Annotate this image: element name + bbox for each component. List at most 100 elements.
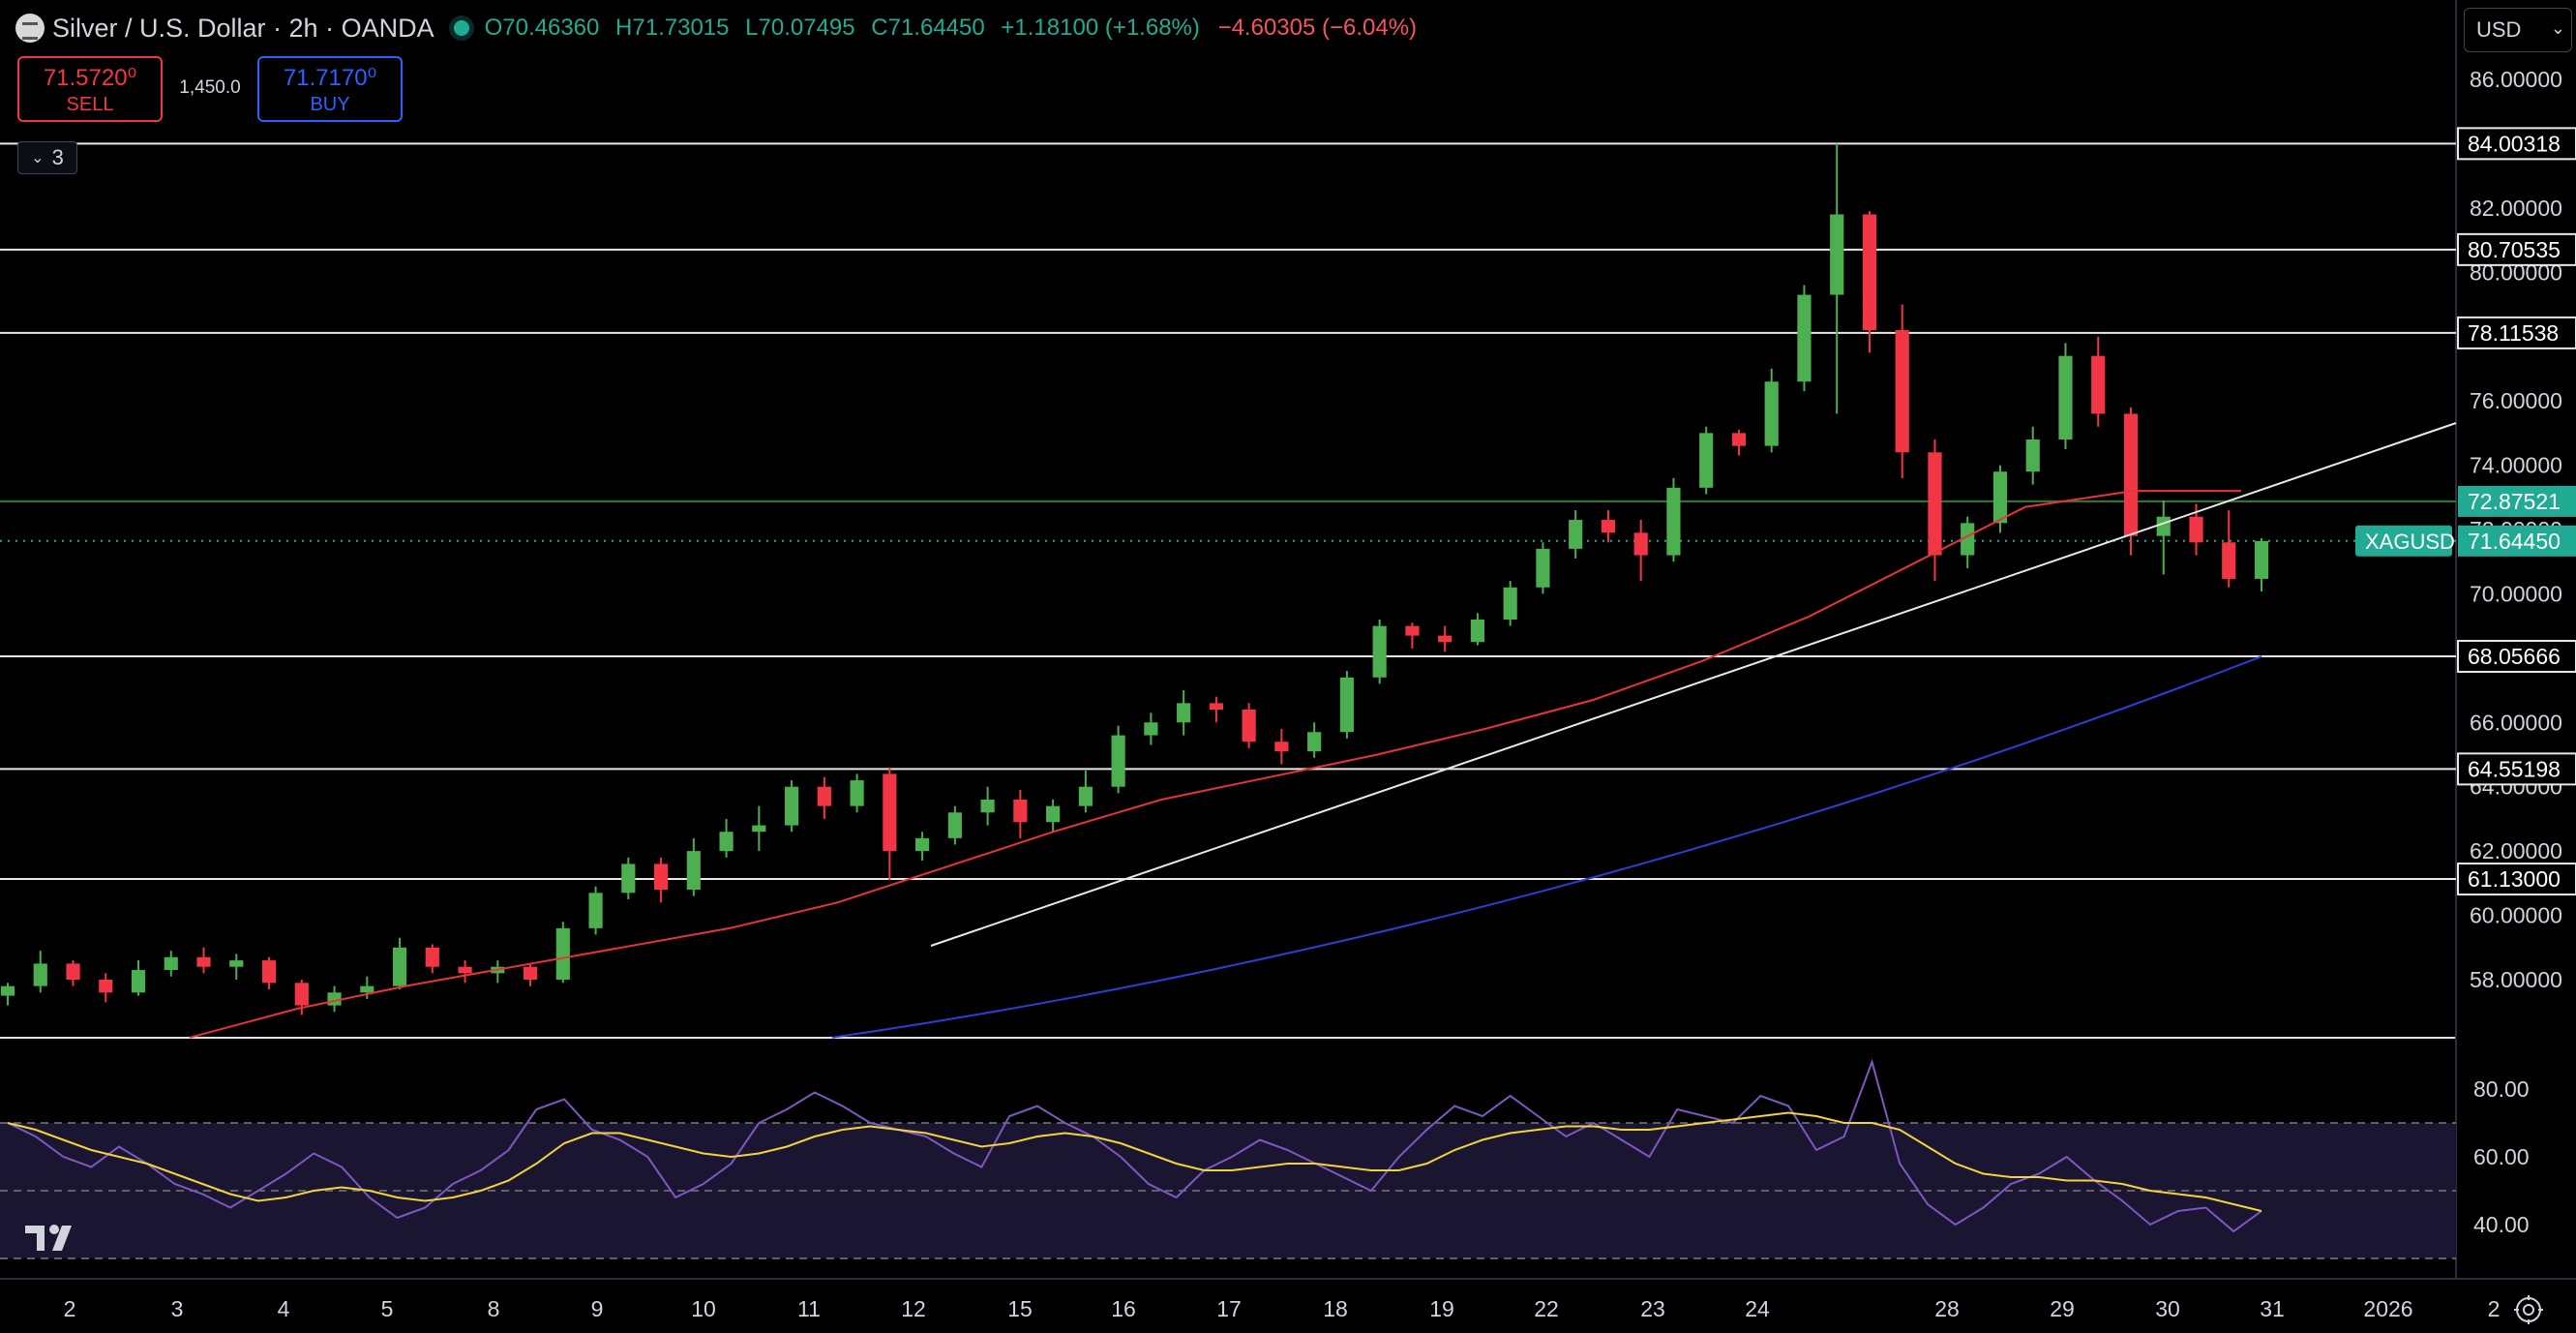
rsi-line[interactable] xyxy=(7,1058,2262,1233)
candle-body[interactable] xyxy=(1209,703,1223,710)
rsi-ma-line[interactable] xyxy=(7,1111,2262,1212)
candle-body[interactable] xyxy=(2254,540,2269,580)
candle-body[interactable] xyxy=(1242,710,1256,742)
level-label-box[interactable] xyxy=(2457,639,2576,673)
candle-body[interactable] xyxy=(294,983,309,1006)
gear-icon[interactable] xyxy=(2512,1293,2545,1326)
level-label[interactable]: 78.11538 xyxy=(2468,320,2559,346)
candle-body[interactable] xyxy=(1144,722,1158,736)
candle-body[interactable] xyxy=(1438,635,1453,643)
candle-body[interactable] xyxy=(523,966,538,980)
candle-body[interactable] xyxy=(1339,677,1354,733)
candle-body[interactable] xyxy=(1633,532,1648,556)
candle-body[interactable] xyxy=(2123,413,2139,536)
candle-body[interactable] xyxy=(1862,214,1877,331)
time-axis[interactable]: 2 3 4 5 8 9 10 11 12 15 16 17 18 19 22 23 24 28 29 30 31 2026… xyxy=(64,1296,2501,1321)
candle-body[interactable] xyxy=(1601,520,1616,533)
level-label[interactable]: 80.70535 xyxy=(2468,237,2561,262)
tradingview-logo-icon[interactable] xyxy=(25,1222,87,1255)
candle-body[interactable] xyxy=(360,985,374,993)
rsi-pane[interactable] xyxy=(0,1058,2456,1259)
candle-body[interactable] xyxy=(392,947,407,986)
candle-body[interactable] xyxy=(1046,805,1061,823)
candle-body[interactable] xyxy=(1797,294,1812,382)
moving-average-fast[interactable] xyxy=(189,490,2241,1039)
currency-select[interactable]: USD ⌄ xyxy=(2464,8,2572,52)
candle-body[interactable] xyxy=(131,970,146,993)
candle-body[interactable] xyxy=(1569,520,1583,549)
candle-body[interactable] xyxy=(196,956,211,967)
candle-body[interactable] xyxy=(555,927,570,980)
candle-body[interactable] xyxy=(1699,433,1714,488)
market-status-dot[interactable] xyxy=(453,20,469,36)
level-label[interactable]: 68.05666 xyxy=(2468,644,2561,669)
candle-body[interactable] xyxy=(1895,330,1909,453)
symbol-tag[interactable]: XAGUSD xyxy=(2365,530,2455,554)
candle-body[interactable] xyxy=(719,832,734,852)
candle-body[interactable] xyxy=(1961,523,1975,556)
sell-button[interactable]: 71.5720⁰ SELL xyxy=(17,56,163,122)
candle-body[interactable] xyxy=(0,985,15,996)
candle-body[interactable] xyxy=(850,780,864,806)
price-pane[interactable] xyxy=(0,142,2457,1039)
candle-body[interactable] xyxy=(621,863,636,894)
candle-body[interactable] xyxy=(1111,735,1125,787)
candle-body[interactable] xyxy=(653,863,669,890)
candle-body[interactable] xyxy=(261,960,277,984)
candle-body[interactable] xyxy=(2222,542,2236,580)
candle-body[interactable] xyxy=(1470,620,1485,643)
candle-body[interactable] xyxy=(588,893,603,928)
candle-body[interactable] xyxy=(1372,625,1387,678)
moving-average-slow[interactable] xyxy=(831,655,2262,1039)
candle-body[interactable] xyxy=(752,825,766,833)
candle-body[interactable] xyxy=(425,947,439,967)
resistance-label[interactable]: 72.87521 xyxy=(2468,489,2561,514)
price-axis[interactable]: 58.0000060.0000062.0000064.0000066.00000… xyxy=(2355,67,2576,1237)
level-label-box[interactable] xyxy=(2457,127,2576,161)
candle-body[interactable] xyxy=(1666,487,1681,556)
candle-body[interactable] xyxy=(686,851,701,890)
level-label[interactable]: 84.00318 xyxy=(2468,131,2561,156)
candle-body[interactable] xyxy=(99,980,113,993)
candle-body[interactable] xyxy=(1405,625,1420,636)
candle-body[interactable] xyxy=(947,812,962,838)
indicators-collapse-button[interactable]: ⌄ 3 xyxy=(17,141,77,174)
candle-body[interactable] xyxy=(33,963,47,986)
candle-body[interactable] xyxy=(1177,703,1191,723)
candle-body[interactable] xyxy=(1536,548,1550,588)
candle-body[interactable] xyxy=(915,837,930,852)
candle-body[interactable] xyxy=(1013,800,1028,823)
candle-body[interactable] xyxy=(817,786,831,806)
candle-body[interactable] xyxy=(229,960,244,967)
candle-body[interactable] xyxy=(1078,786,1093,806)
candle-body[interactable] xyxy=(2189,516,2203,543)
candle-body[interactable] xyxy=(883,773,897,852)
candle-body[interactable] xyxy=(1928,452,1942,556)
candle-body[interactable] xyxy=(66,963,80,980)
trendline[interactable] xyxy=(930,422,2457,947)
candle-body[interactable] xyxy=(2025,439,2040,472)
level-label-box[interactable] xyxy=(2457,863,2576,896)
candle-body[interactable] xyxy=(164,956,178,971)
candle-body[interactable] xyxy=(1764,381,1779,446)
level-label[interactable]: 61.13000 xyxy=(2468,866,2561,892)
candle-body[interactable] xyxy=(1992,471,2008,524)
symbol-tag-box[interactable] xyxy=(2355,525,2452,557)
resistance-label-box[interactable] xyxy=(2458,485,2576,517)
last-price-label[interactable]: 71.64450 xyxy=(2468,529,2561,554)
candle-body[interactable] xyxy=(458,966,472,974)
level-label-box[interactable] xyxy=(2457,752,2576,786)
candle-body[interactable] xyxy=(1731,433,1747,446)
level-label-box[interactable] xyxy=(2457,232,2576,266)
candle-body[interactable] xyxy=(2156,516,2171,536)
candle-body[interactable] xyxy=(1503,587,1517,620)
buy-button[interactable]: 71.7170⁰ BUY xyxy=(257,56,403,122)
level-label[interactable]: 64.55198 xyxy=(2468,756,2561,781)
symbol-title[interactable]: Silver / U.S. Dollar · 2h · OANDA xyxy=(52,13,434,43)
candle-body[interactable] xyxy=(2091,355,2106,414)
candle-body[interactable] xyxy=(784,786,799,826)
level-label-box[interactable] xyxy=(2457,316,2576,349)
last-price-label-box[interactable] xyxy=(2458,525,2576,557)
candle-body[interactable] xyxy=(1274,742,1289,752)
